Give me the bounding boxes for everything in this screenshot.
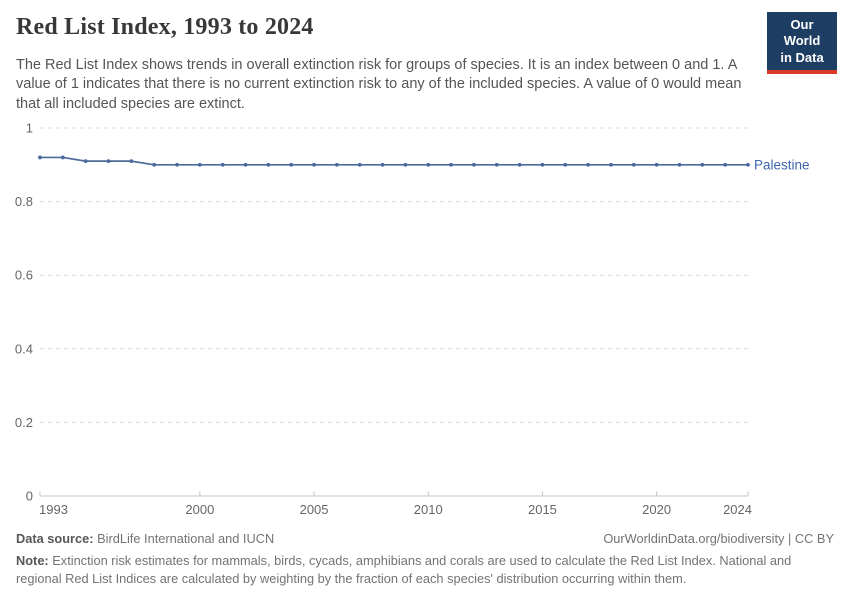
y-axis-tick-label: 0.8 xyxy=(15,194,33,209)
data-point[interactable] xyxy=(540,162,545,167)
data-point[interactable] xyxy=(723,162,728,167)
data-point[interactable] xyxy=(609,162,613,167)
page-title: Red List Index, 1993 to 2024 xyxy=(16,14,314,40)
data-point[interactable] xyxy=(175,162,179,167)
data-point[interactable] xyxy=(472,162,476,167)
data-point[interactable] xyxy=(746,162,750,167)
data-point[interactable] xyxy=(586,162,591,167)
data-point[interactable] xyxy=(357,162,362,167)
source-row: Data source: BirdLife International and … xyxy=(16,531,834,546)
owid-logo-red-bar xyxy=(767,69,837,74)
data-point[interactable] xyxy=(38,155,42,160)
owid-logo-line1: Our World xyxy=(783,17,821,49)
data-point[interactable] xyxy=(60,155,65,160)
data-point[interactable] xyxy=(220,162,225,167)
data-point[interactable] xyxy=(83,159,88,164)
data-source-value: BirdLife International and IUCN xyxy=(93,531,275,546)
data-point[interactable] xyxy=(289,162,294,167)
y-axis-tick-label: 0 xyxy=(26,489,33,504)
data-point[interactable] xyxy=(426,162,431,167)
data-point[interactable] xyxy=(106,159,111,164)
series-line-palestine[interactable] xyxy=(40,156,748,166)
owid-logo-line2: in Data xyxy=(780,49,824,65)
note-label: Note: xyxy=(16,553,49,568)
data-point[interactable] xyxy=(335,162,339,167)
data-point[interactable] xyxy=(677,162,682,167)
data-point[interactable] xyxy=(403,162,408,167)
attribution-link[interactable]: OurWorldinData.org/biodiversity | CC BY xyxy=(603,531,834,546)
y-axis-tick-label: 0.4 xyxy=(15,341,33,356)
data-point[interactable] xyxy=(243,162,248,167)
x-axis-tick-label: 2000 xyxy=(185,502,214,517)
data-source-label: Data source: xyxy=(16,531,94,546)
data-point[interactable] xyxy=(197,162,202,167)
data-point[interactable] xyxy=(654,162,659,167)
x-axis-tick-label: 2024 xyxy=(723,502,752,517)
data-point[interactable] xyxy=(129,159,134,164)
data-point[interactable] xyxy=(380,162,385,167)
x-axis-tick-label: 1993 xyxy=(39,502,68,517)
data-point[interactable] xyxy=(152,162,157,167)
note-line: Note: Extinction risk estimates for mamm… xyxy=(16,552,811,587)
y-axis-tick-label: 0.2 xyxy=(15,415,33,430)
red-list-index-line-chart[interactable]: 0 0.2 0.4 0.6 0.8 1 1993 2000 2005 2010 2015 2020 20… xyxy=(0,0,850,530)
x-axis-tick-label: 2015 xyxy=(528,502,557,517)
data-source-line: Data source: BirdLife International and … xyxy=(16,531,274,546)
data-point[interactable] xyxy=(517,162,522,167)
data-point[interactable] xyxy=(700,162,705,167)
chart-subtitle: The Red List Index shows trends in overa… xyxy=(16,57,742,112)
data-point[interactable] xyxy=(449,162,453,167)
data-point[interactable] xyxy=(631,162,636,167)
y-axis-tick-label: 1 xyxy=(26,121,33,136)
x-axis-tick-label: 2010 xyxy=(414,502,443,517)
y-axis-tick-label: 0.6 xyxy=(15,268,33,283)
data-point[interactable] xyxy=(312,162,316,167)
data-point[interactable] xyxy=(494,162,499,167)
series-end-label[interactable]: Palestine xyxy=(754,157,810,172)
data-point[interactable] xyxy=(266,162,271,167)
x-axis-tick-label: 2020 xyxy=(642,502,671,517)
chart-footer: Data source: BirdLife International and … xyxy=(16,531,834,587)
x-axis-tick-label: 2005 xyxy=(300,502,329,517)
owid-logo[interactable]: Our World in Data xyxy=(767,12,837,74)
note-value: Extinction risk estimates for mammals, b… xyxy=(16,553,792,586)
owid-logo-text: Our World in Data xyxy=(767,12,837,70)
data-point[interactable] xyxy=(563,162,568,167)
